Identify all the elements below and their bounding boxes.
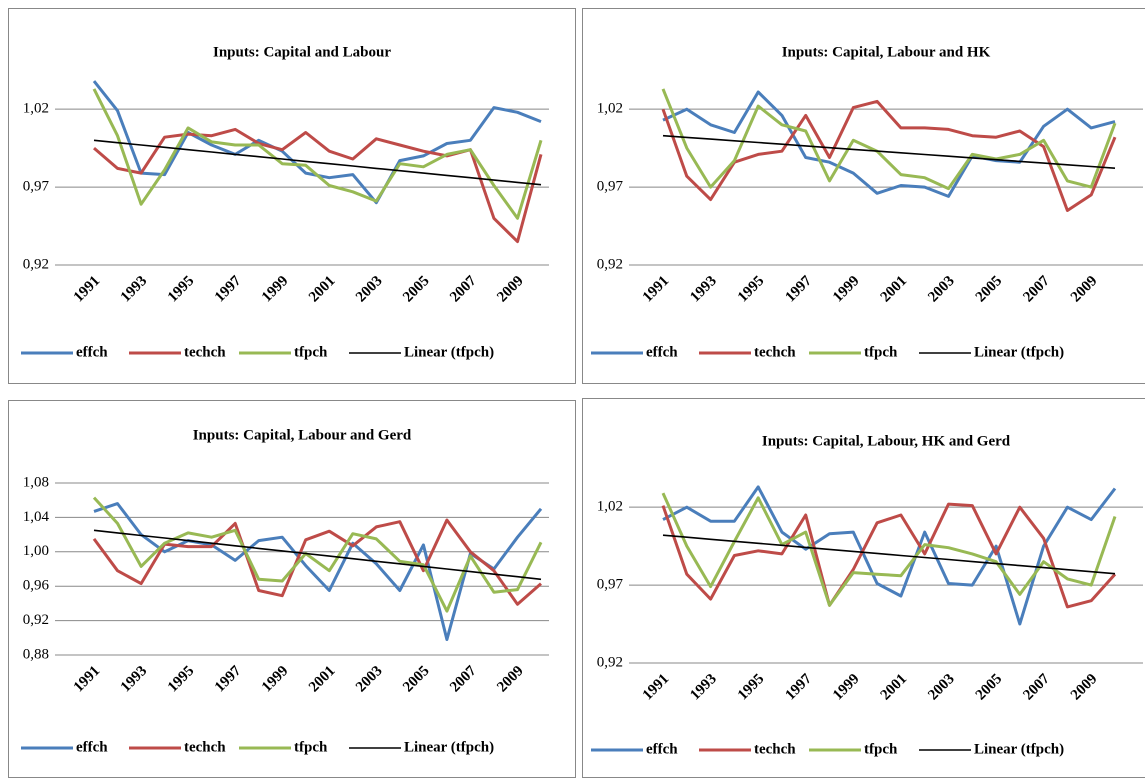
legend-label: Linear (tfpch)	[404, 344, 494, 360]
x-tick-label: 2003	[925, 671, 958, 704]
series-line	[661, 88, 1117, 191]
y-tick-label: 1,08	[23, 474, 49, 490]
x-tick-label: 1999	[259, 273, 292, 306]
chart-title: Inputs: Capital, Labour and HK	[782, 44, 991, 60]
series-line	[92, 518, 542, 606]
chart-panel: Inputs: Capital, Labour and HK 0,92 0,97 1,…	[582, 8, 1145, 384]
x-tick-label: 1997	[212, 663, 245, 696]
series-line	[661, 99, 1117, 212]
y-tick-label: 0,88	[23, 646, 49, 662]
x-tick-label: 1993	[118, 273, 151, 306]
x-tick-label: 2001	[878, 671, 911, 704]
legend-label: effch	[76, 739, 108, 755]
x-tick-label: 2007	[447, 663, 480, 696]
x-tick-label: 1997	[212, 273, 245, 306]
x-tick-label: 2009	[1068, 273, 1101, 306]
x-tick-label: 1993	[687, 273, 720, 306]
y-tick-label: 0,97	[597, 179, 624, 195]
x-tick-label: 2003	[353, 663, 386, 696]
x-tick-label: 2001	[306, 663, 339, 696]
chart: Inputs: Capital, Labour and HK 0,92 0,97 1,…	[591, 44, 1143, 360]
y-tick-label: 0,97	[597, 577, 624, 593]
chart-panel: Inputs: Capital, Labour, HK and Gerd 0,92…	[582, 398, 1145, 778]
x-tick-label: 1999	[259, 663, 292, 696]
x-tick-label: 1997	[782, 671, 815, 704]
legend-label: Linear (tfpch)	[974, 741, 1064, 757]
chart: Inputs: Capital and Labour 0,92 0,97 1,02 19…	[21, 44, 549, 360]
x-tick-label: 2005	[400, 273, 433, 306]
legend-label: techch	[184, 344, 226, 360]
y-tick-label: 0,92	[597, 256, 623, 272]
y-tick-label: 0,96	[23, 578, 50, 594]
x-tick-label: 1991	[71, 663, 104, 696]
chart-panel: Inputs: Capital, Labour and Gerd 0,88 0,92…	[8, 400, 576, 778]
x-tick-label: 2007	[1020, 273, 1053, 306]
x-tick-label: 1997	[782, 273, 815, 306]
x-tick-label: 2005	[973, 273, 1006, 306]
x-tick-label: 1995	[735, 273, 768, 306]
legend-label: effch	[76, 344, 108, 360]
y-tick-label: 1,04	[23, 509, 50, 525]
x-tick-label: 2007	[447, 273, 480, 306]
y-tick-label: 1,02	[23, 101, 49, 117]
x-tick-label: 2001	[878, 273, 911, 306]
x-tick-label: 1995	[735, 671, 768, 704]
x-tick-label: 2009	[494, 273, 527, 306]
x-tick-label: 1993	[118, 663, 151, 696]
x-tick-label: 2005	[400, 663, 433, 696]
legend-label: tfpch	[294, 739, 328, 755]
series-line	[92, 496, 543, 613]
series-line	[92, 88, 543, 220]
y-tick-label: 0,92	[23, 612, 49, 628]
x-tick-label: 2007	[1020, 671, 1053, 704]
legend-label: tfpch	[294, 344, 328, 360]
x-tick-label: 1991	[71, 273, 104, 306]
x-tick-label: 2003	[353, 273, 386, 306]
y-tick-label: 0,92	[597, 654, 623, 670]
chart-title: Inputs: Capital and Labour	[213, 44, 391, 60]
x-tick-label: 1995	[165, 273, 198, 306]
x-tick-label: 2009	[494, 663, 527, 696]
legend-label: techch	[754, 344, 796, 360]
chart-title: Inputs: Capital, Labour, HK and Gerd	[762, 433, 1011, 449]
x-tick-label: 2003	[925, 273, 958, 306]
x-tick-label: 1993	[687, 671, 720, 704]
x-tick-label: 1995	[165, 663, 198, 696]
y-tick-label: 1,00	[23, 543, 49, 559]
chart-title: Inputs: Capital, Labour and Gerd	[193, 427, 412, 443]
series-line	[93, 529, 542, 581]
legend-label: Linear (tfpch)	[974, 344, 1064, 360]
series-line	[662, 134, 1116, 169]
legend-label: techch	[184, 739, 226, 755]
x-tick-label: 1991	[640, 671, 673, 704]
legend-label: effch	[646, 741, 678, 757]
chart-panel: Inputs: Capital and Labour 0,92 0,97 1,02 19…	[8, 8, 576, 384]
chart: Inputs: Capital, Labour, HK and Gerd 0,92…	[591, 433, 1143, 757]
x-tick-label: 2001	[306, 273, 339, 306]
y-tick-label: 0,97	[23, 179, 50, 195]
legend-label: techch	[754, 741, 796, 757]
y-tick-label: 1,02	[597, 499, 623, 515]
y-tick-label: 1,02	[597, 101, 623, 117]
series-line	[662, 90, 1116, 198]
series-line	[662, 534, 1116, 575]
series-line	[662, 485, 1117, 626]
x-tick-label: 1999	[830, 671, 863, 704]
legend-label: Linear (tfpch)	[404, 739, 494, 755]
y-tick-label: 0,92	[23, 256, 49, 272]
legend-label: tfpch	[864, 344, 898, 360]
x-tick-label: 2009	[1068, 671, 1101, 704]
chart: Inputs: Capital, Labour and Gerd 0,88 0,92…	[21, 427, 549, 755]
x-tick-label: 2005	[973, 671, 1006, 704]
series-line	[661, 502, 1117, 609]
legend-label: tfpch	[864, 741, 898, 757]
series-line	[93, 139, 542, 186]
legend-label: effch	[646, 344, 678, 360]
x-tick-label: 1991	[640, 273, 673, 306]
x-tick-label: 1999	[830, 273, 863, 306]
